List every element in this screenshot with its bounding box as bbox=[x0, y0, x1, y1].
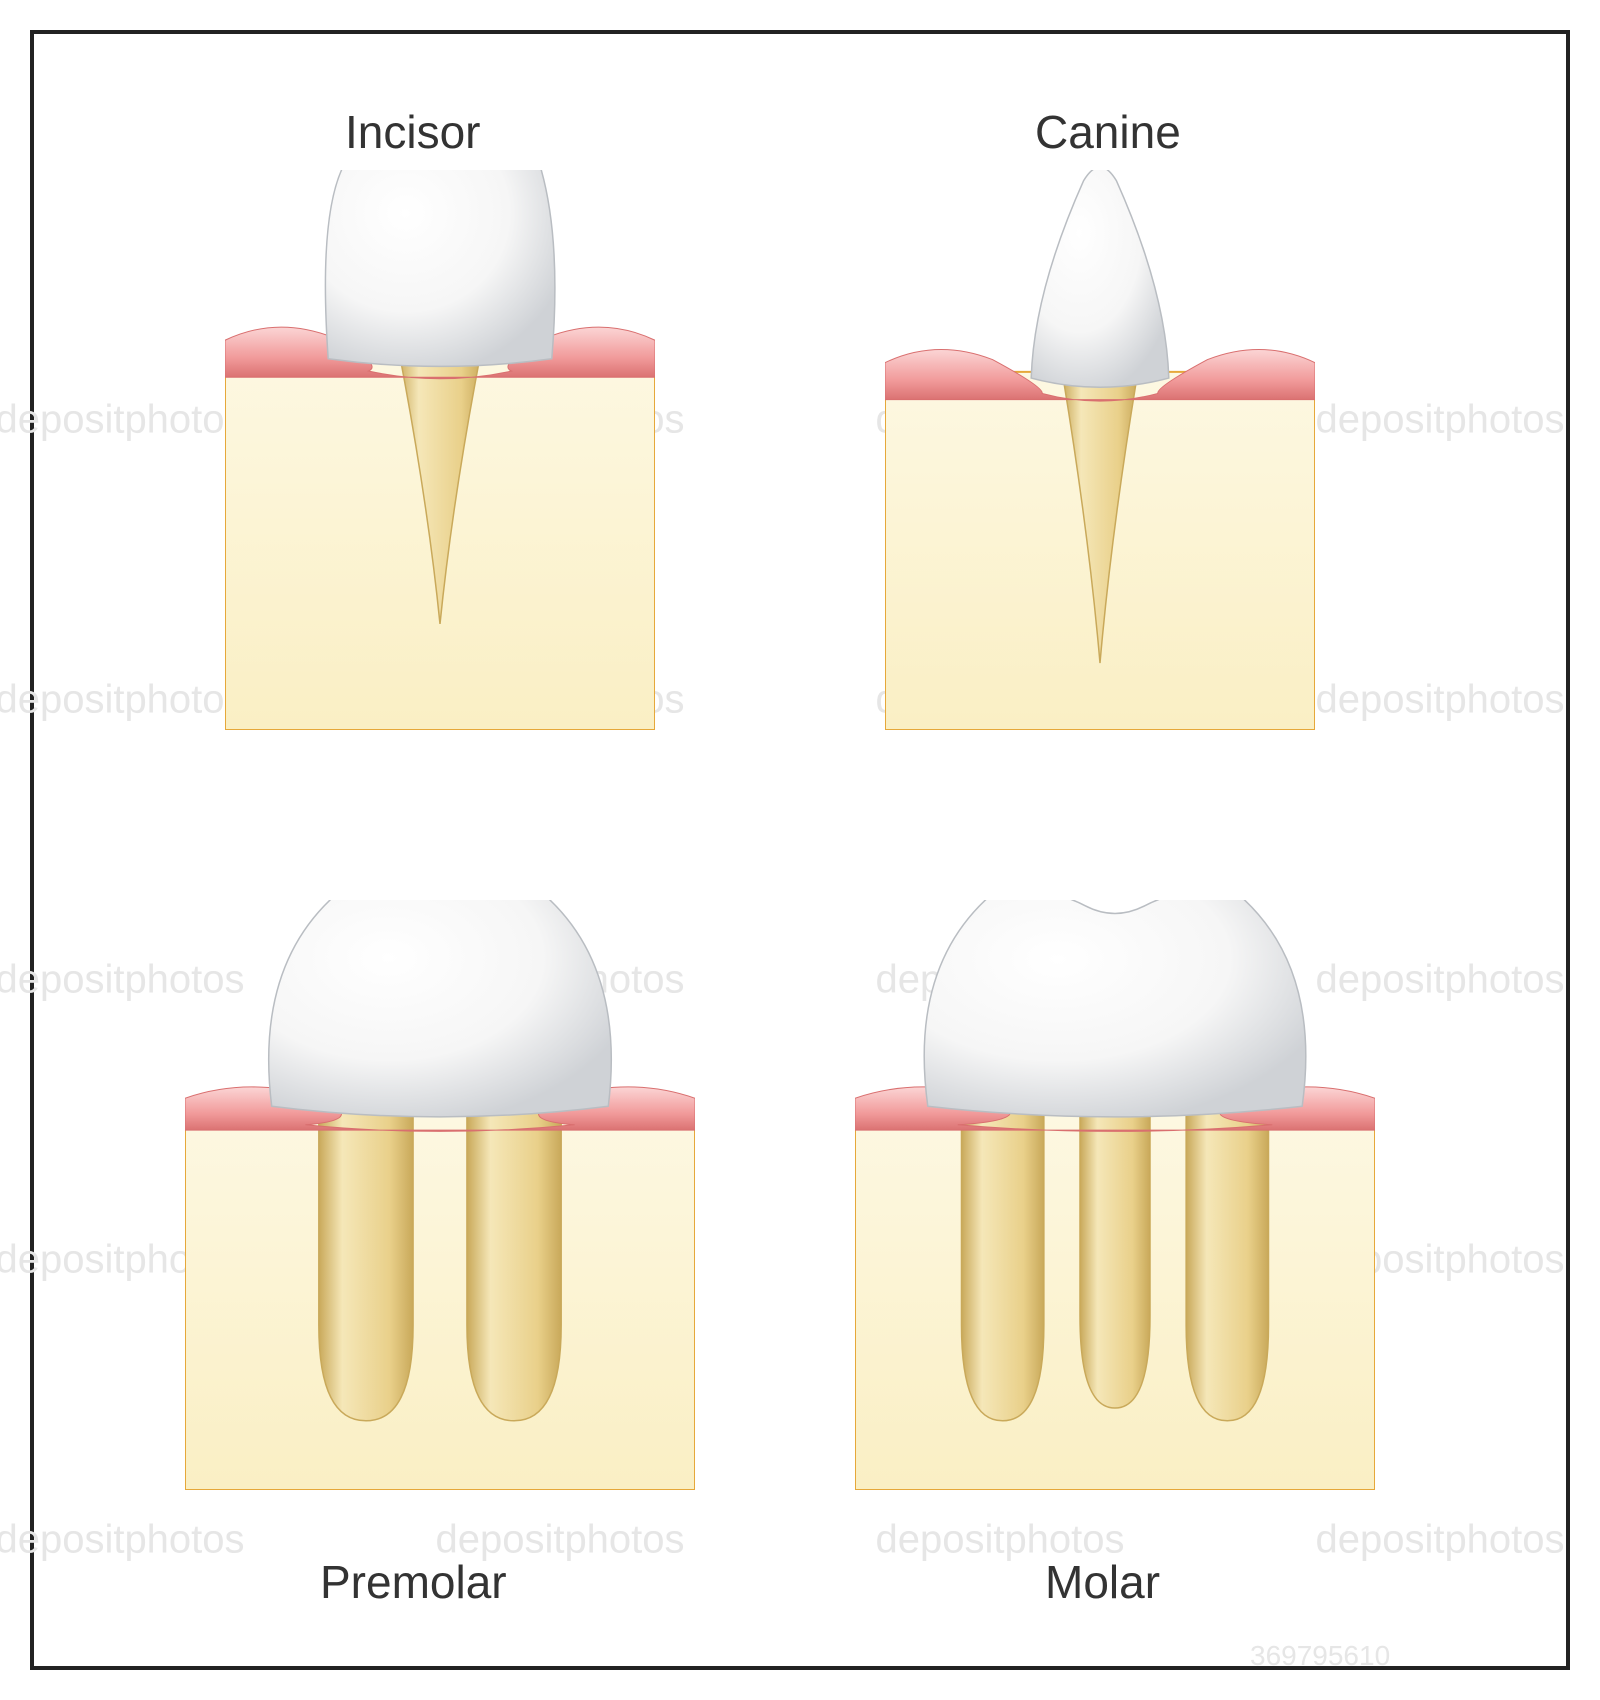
label-premolar: Premolar bbox=[320, 1555, 507, 1609]
tooth-premolar bbox=[185, 900, 695, 1490]
label-canine: Canine bbox=[1035, 105, 1181, 159]
label-molar: Molar bbox=[1045, 1555, 1160, 1609]
tooth-molar bbox=[855, 900, 1375, 1490]
tooth-canine bbox=[885, 170, 1315, 730]
tooth-incisor bbox=[225, 170, 655, 730]
stage: depositphotosdepositphotosdepositphotosd… bbox=[0, 0, 1600, 1700]
label-incisor: Incisor bbox=[345, 105, 480, 159]
